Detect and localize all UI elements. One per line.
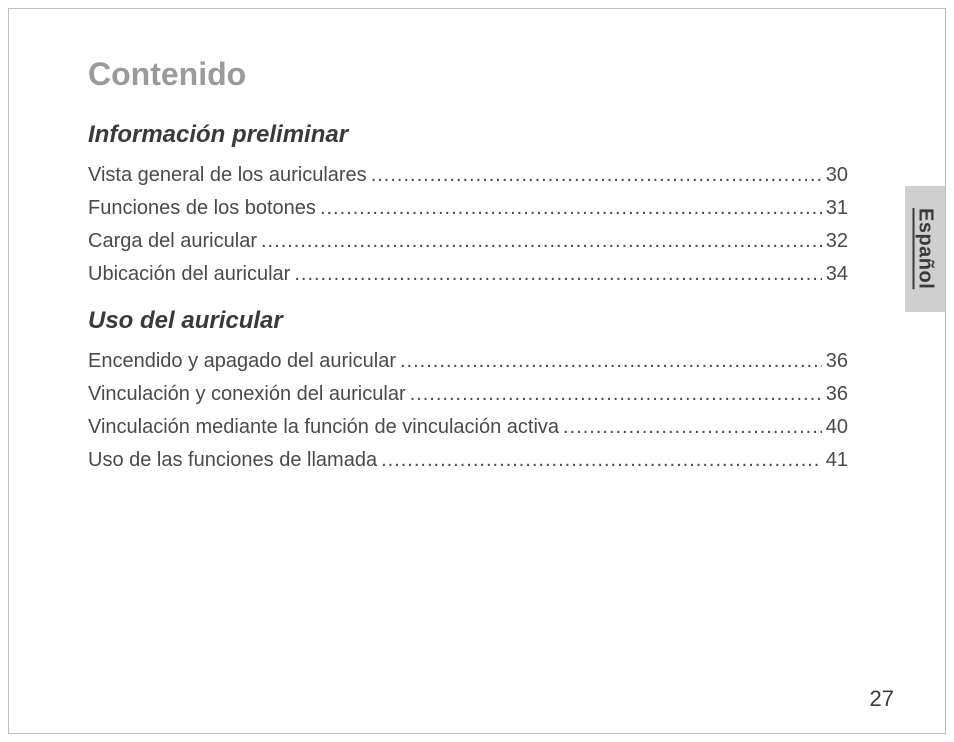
toc-page: 41 <box>826 444 848 477</box>
toc-label: Uso de las funciones de llamada <box>88 444 377 477</box>
language-tab: Español <box>905 186 945 312</box>
toc-leader <box>400 345 822 378</box>
toc-page: 36 <box>826 378 848 411</box>
toc-leader <box>410 378 822 411</box>
toc-page: 36 <box>826 345 848 378</box>
toc-title: Contenido <box>88 56 848 93</box>
toc-leader <box>381 444 822 477</box>
section-heading-1: Uso del auricular <box>88 307 848 335</box>
toc-entry: Uso de las funciones de llamada 41 <box>88 444 848 477</box>
toc-label: Vinculación y conexión del auricular <box>88 378 406 411</box>
toc-page: 34 <box>826 258 848 291</box>
toc-content: Contenido Información preliminar Vista g… <box>88 56 848 477</box>
section-heading-0: Información preliminar <box>88 121 848 149</box>
toc-leader <box>563 411 822 444</box>
toc-label: Ubicación del auricular <box>88 258 290 291</box>
toc-label: Vinculación mediante la función de vincu… <box>88 411 559 444</box>
toc-entry: Ubicación del auricular 34 <box>88 258 848 291</box>
toc-page: 32 <box>826 225 848 258</box>
page-number: 27 <box>870 686 894 712</box>
toc-label: Funciones de los botones <box>88 192 316 225</box>
toc-page: 31 <box>826 192 848 225</box>
toc-leader <box>320 192 822 225</box>
toc-label: Vista general de los auriculares <box>88 159 367 192</box>
toc-leader <box>371 159 822 192</box>
toc-label: Encendido y apagado del auricular <box>88 345 396 378</box>
toc-entry: Vinculación mediante la función de vincu… <box>88 411 848 444</box>
toc-entry: Vinculación y conexión del auricular 36 <box>88 378 848 411</box>
toc-leader <box>294 258 821 291</box>
language-tab-label: Español <box>914 208 937 289</box>
toc-page: 30 <box>826 159 848 192</box>
toc-label: Carga del auricular <box>88 225 257 258</box>
toc-entry: Vista general de los auriculares 30 <box>88 159 848 192</box>
toc-entry: Encendido y apagado del auricular 36 <box>88 345 848 378</box>
toc-leader <box>261 225 822 258</box>
toc-entry: Carga del auricular 32 <box>88 225 848 258</box>
toc-page: 40 <box>826 411 848 444</box>
toc-entry: Funciones de los botones 31 <box>88 192 848 225</box>
